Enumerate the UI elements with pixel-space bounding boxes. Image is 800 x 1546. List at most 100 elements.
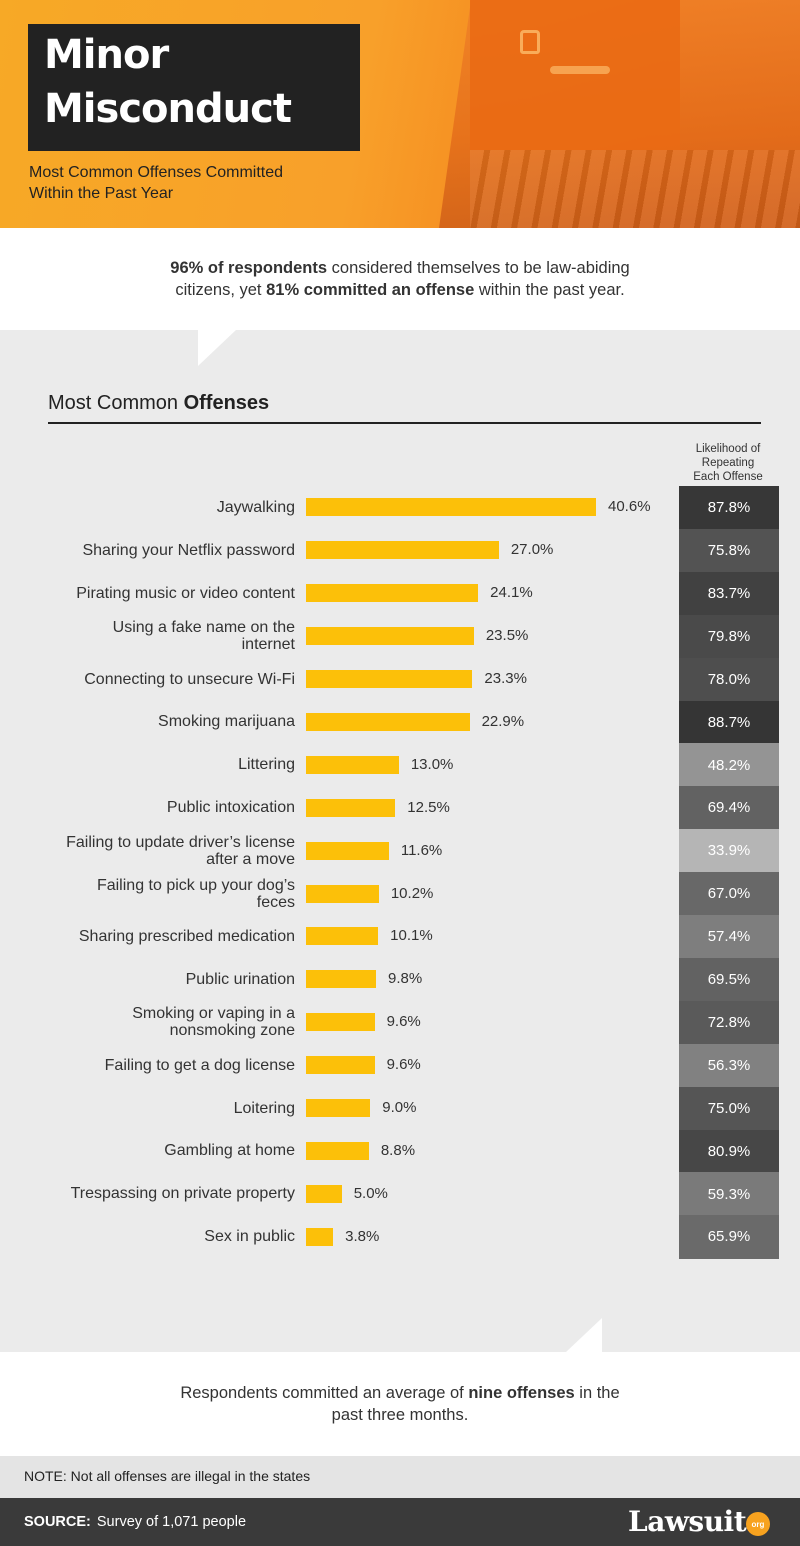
offense-label: Sharing your Netflix password: [5, 542, 295, 559]
offense-bar: [306, 670, 473, 689]
brand-logo[interactable]: Lawsuit: [628, 1505, 747, 1538]
offense-value-label: 13.0%: [410, 755, 454, 773]
offense-bar: [306, 712, 470, 731]
offense-bar: [306, 1227, 334, 1246]
offense-bar: [306, 584, 479, 603]
title-line-1: Minor: [44, 32, 169, 78]
offense-label: Public urination: [5, 971, 295, 988]
offense-bar: [306, 1184, 342, 1203]
offense-label: Sharing prescribed medication: [5, 928, 295, 945]
offense-bar: [306, 1141, 369, 1160]
offense-label-line: Smoking or vaping in a: [132, 1005, 295, 1023]
speech-notch-top: [198, 330, 236, 366]
intro-text-1: considered themselves to be law-abiding: [327, 259, 630, 277]
offense-label: Littering: [5, 756, 295, 773]
source-text: SOURCE: Survey of 1,071 people: [24, 1514, 246, 1530]
likelihood-cell: 33.9%: [679, 829, 779, 873]
offense-label-line: nonsmoking zone: [169, 1022, 295, 1040]
offense-bar: [306, 541, 499, 560]
offense-bar: [306, 798, 396, 817]
offense-label: Jaywalking: [5, 499, 295, 516]
average-offenses-text: Respondents committed an average of nine…: [100, 1382, 700, 1426]
section-title: Most Common Offenses: [48, 392, 269, 415]
offense-value-label: 10.1%: [390, 927, 433, 945]
likelihood-cell: 67.0%: [679, 872, 779, 916]
offense-value-label: 40.6%: [608, 498, 651, 516]
offense-label-line: Smoking marijuana: [158, 713, 295, 731]
likelihood-cell: 88.7%: [679, 700, 779, 744]
offense-label-line: Littering: [238, 756, 295, 774]
offense-label-line: Failing to get a dog license: [104, 1056, 295, 1074]
offense-label-line: internet: [241, 636, 295, 654]
col-header-line-1: Likelihood of: [695, 443, 761, 455]
offense-label: Sex in public: [5, 1228, 295, 1245]
col-header-line-2: Repeating: [701, 457, 755, 469]
source-bar: [0, 1498, 800, 1546]
offense-label: Failing to pick up your dog’s feces: [5, 877, 295, 911]
offense-label-line: Gambling at home: [164, 1142, 295, 1160]
offense-value-label: 9.8%: [388, 970, 423, 988]
offense-label-line: Public intoxication: [166, 799, 295, 817]
offense-value-label: 27.0%: [510, 541, 554, 559]
likelihood-cell: 69.5%: [679, 957, 779, 1002]
offense-value-label: 3.8%: [345, 1227, 380, 1245]
offense-value-label: 11.6%: [400, 841, 443, 859]
source-value: Survey of 1,071 people: [96, 1514, 247, 1530]
offense-label-line: Using a fake name on the: [112, 619, 295, 637]
section-title-bold: Offenses: [183, 392, 270, 414]
laptop-screen: [470, 0, 680, 150]
brand-org-badge: org: [746, 1512, 770, 1536]
offense-label-line: Jaywalking: [216, 498, 295, 516]
title-line-2: Misconduct: [44, 86, 292, 132]
offense-bar: [306, 970, 376, 989]
offense-label: Trespassing on private property: [5, 1185, 295, 1202]
likelihood-cell: 75.0%: [679, 1086, 779, 1130]
likelihood-cell: 78.0%: [679, 657, 779, 701]
offense-value-label: 9.6%: [386, 1056, 421, 1074]
offense-label-line: Sharing your Netflix password: [82, 541, 295, 559]
speech-notch-bottom: [566, 1318, 602, 1352]
likelihood-column-header: Likelihood of Repeating Each Offense: [676, 442, 780, 484]
offense-label-line: Failing to update driver’s license: [66, 833, 295, 851]
offense-label: Connecting to unsecure Wi-Fi: [5, 671, 295, 688]
offense-label-line: after a move: [206, 850, 295, 868]
subtitle-line-1: Most Common Offenses Committed: [29, 164, 284, 181]
likelihood-cell: 57.4%: [679, 915, 779, 959]
avg-text-3: past three months.: [331, 1406, 469, 1424]
likelihood-cell: 69.4%: [679, 786, 779, 830]
offense-label: Smoking or vaping in a nonsmoking zone: [5, 1005, 295, 1039]
lock-icon: [520, 30, 540, 54]
offense-label-line: Sharing prescribed medication: [78, 927, 295, 945]
offense-bar: [306, 1056, 375, 1075]
offense-label-line: Public urination: [185, 970, 295, 988]
offense-label-line: Failing to pick up your dog’s: [96, 876, 295, 894]
offense-label: Gambling at home: [5, 1142, 295, 1159]
offense-bar: [306, 755, 399, 774]
offense-label: Failing to get a dog license: [5, 1057, 295, 1074]
likelihood-cell: 56.3%: [679, 1043, 779, 1088]
likelihood-cell: 83.7%: [679, 571, 779, 616]
note-text: NOTE: Not all offenses are illegal in th…: [24, 1468, 311, 1484]
offense-label-line: Pirating music or video content: [76, 584, 295, 602]
offense-bar: [306, 841, 389, 860]
offense-label: Using a fake name on the internet: [5, 619, 295, 653]
likelihood-cell: 59.3%: [679, 1172, 779, 1216]
offense-bar: [306, 927, 379, 946]
section-divider: [48, 422, 761, 424]
avg-text-1: Respondents committed an average of: [180, 1384, 469, 1402]
intro-text-3: within the past year.: [474, 281, 625, 299]
offense-label-line: Connecting to unsecure Wi-Fi: [84, 670, 295, 688]
likelihood-cell: 80.9%: [679, 1129, 779, 1173]
likelihood-cell: 75.8%: [679, 528, 779, 573]
likelihood-cell: 79.8%: [679, 614, 779, 659]
intro-text: 96% of respondents considered themselves…: [100, 257, 700, 301]
offense-value-label: 23.3%: [484, 670, 527, 688]
offense-bar: [306, 884, 379, 903]
likelihood-cell: 48.2%: [679, 743, 779, 787]
offense-value-label: 5.0%: [353, 1184, 388, 1202]
likelihood-cell: 87.8%: [679, 486, 779, 530]
offense-label: Loitering: [5, 1100, 295, 1117]
offense-value-label: 23.5%: [485, 627, 529, 645]
offense-label: Pirating music or video content: [5, 585, 295, 602]
